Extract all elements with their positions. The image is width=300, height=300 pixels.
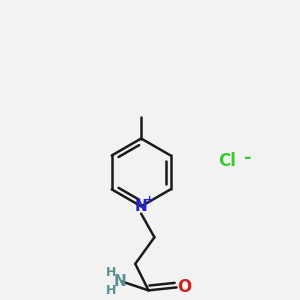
Text: +: + [145,195,154,205]
Text: O: O [177,278,191,296]
Text: N: N [113,274,126,289]
Text: H: H [106,266,117,279]
Text: H: H [106,284,117,298]
Text: -: - [244,149,251,167]
Text: N: N [135,199,148,214]
Text: Cl: Cl [218,152,236,169]
